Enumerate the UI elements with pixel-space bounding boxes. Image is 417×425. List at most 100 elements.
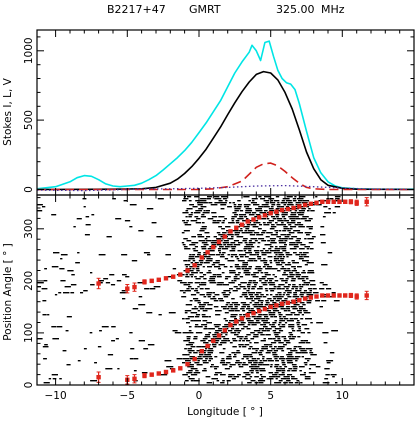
pa-density-stroke <box>334 206 341 208</box>
pa-density-stroke <box>265 346 268 348</box>
pa-point-lower <box>285 300 291 305</box>
pa-density-stroke <box>322 284 328 286</box>
pa-density-stroke <box>299 348 306 350</box>
pa-density-stroke <box>280 234 286 236</box>
pa-density-stroke <box>215 330 222 332</box>
pa-density-stroke <box>272 374 278 376</box>
pa-density-stroke <box>279 238 282 240</box>
pa-density-stroke <box>192 254 196 256</box>
pa-density-stroke <box>275 214 280 216</box>
pa-density-stroke <box>227 254 231 256</box>
pa-density-stroke <box>138 296 143 298</box>
pa-density-stroke <box>268 312 273 314</box>
pa-density-stroke <box>261 330 267 332</box>
pa-density-stroke <box>309 364 316 366</box>
pa-density-stroke <box>293 306 297 308</box>
pa-density-stroke <box>112 198 116 200</box>
pa-density-stroke <box>287 268 291 270</box>
pa-density-stroke <box>254 284 257 286</box>
pa-density-stroke <box>44 268 47 270</box>
pa-density-stroke <box>223 296 229 298</box>
pa-density-stroke <box>318 200 321 202</box>
pa-density-stroke <box>193 338 198 340</box>
pa-density-stroke <box>276 288 282 290</box>
pa-density-stroke <box>283 218 287 220</box>
pa-density-stroke <box>298 210 305 212</box>
pa-density-stroke <box>291 376 295 378</box>
pa-density-stroke <box>206 322 212 324</box>
pa-density-stroke <box>248 214 255 216</box>
pa-density-stroke <box>70 292 75 294</box>
pa-density-stroke <box>295 350 298 352</box>
pa-density-stroke <box>320 226 325 228</box>
pa-density-stroke <box>291 236 298 238</box>
pa-density-stroke <box>252 348 259 350</box>
pa-density-stroke <box>259 350 264 352</box>
pa-density-stroke <box>199 200 207 202</box>
pa-density-stroke <box>242 376 247 378</box>
pa-density-stroke <box>324 212 331 214</box>
pa-density-stroke <box>189 358 196 360</box>
pa-density-stroke <box>267 278 274 280</box>
pa-density-stroke <box>289 228 293 230</box>
pa-density-stroke <box>243 238 248 240</box>
pa-density-stroke <box>304 376 311 378</box>
pa-density-stroke <box>250 202 257 204</box>
pa-density-stroke <box>326 360 334 362</box>
pa-density-stroke <box>197 360 200 362</box>
pa-density-stroke <box>270 206 274 208</box>
pa-density-stroke <box>186 208 193 210</box>
pa-density-stroke <box>190 220 198 222</box>
pa-density-stroke <box>233 278 240 280</box>
pa-density-stroke <box>308 288 313 290</box>
pa-density-stroke <box>291 378 298 380</box>
pa-density-stroke <box>188 256 195 258</box>
pa-density-stroke <box>269 344 273 346</box>
pa-density-stroke <box>312 292 319 294</box>
pa-density-stroke <box>263 338 266 340</box>
pa-density-stroke <box>319 306 323 308</box>
pa-point-lower <box>239 316 245 321</box>
pa-density-stroke <box>302 260 309 262</box>
stokes-i-line <box>36 40 414 190</box>
pa-density-stroke <box>319 288 325 290</box>
pa-density-stroke <box>296 380 300 382</box>
pa-density-stroke <box>211 212 217 214</box>
pa-density-stroke <box>279 316 282 318</box>
pa-density-stroke <box>297 212 302 214</box>
pa-density-stroke <box>208 270 211 272</box>
pa-density-stroke <box>281 280 288 282</box>
pa-point-upper <box>268 211 273 216</box>
pa-density-stroke <box>230 324 237 326</box>
pa-point-upper <box>291 205 296 211</box>
pa-density-stroke <box>245 318 251 320</box>
pa-density-stroke <box>193 212 201 214</box>
pa-density-stroke <box>249 356 253 358</box>
pa-density-stroke <box>277 338 281 340</box>
pa-density-stroke <box>243 338 248 340</box>
pa-density-stroke <box>129 332 133 334</box>
pa-density-stroke <box>166 366 174 368</box>
pa-density-stroke <box>216 284 223 286</box>
pa-density-stroke <box>197 236 205 238</box>
pa-density-stroke <box>245 244 253 246</box>
pa-density-stroke <box>243 196 250 198</box>
pa-density-stroke <box>244 230 248 232</box>
pa-density-stroke <box>218 268 221 270</box>
pa-density-stroke <box>254 268 258 270</box>
pa-density-stroke <box>115 218 122 220</box>
pa-point-lower <box>222 328 227 333</box>
pa-density-stroke <box>230 254 238 256</box>
pa-density-stroke <box>220 342 227 344</box>
pa-density-stroke <box>263 200 270 202</box>
pa-density-stroke <box>250 380 256 382</box>
pa-density-stroke <box>306 262 314 264</box>
pa-density-stroke <box>260 272 264 274</box>
pa-density-stroke <box>251 198 258 200</box>
pa-density-stroke <box>122 298 126 300</box>
pa-density-stroke <box>229 342 233 344</box>
pa-density-stroke <box>266 232 273 234</box>
pa-density-stroke <box>281 296 284 298</box>
pa-density-stroke <box>239 338 243 340</box>
pa-density-stroke <box>307 332 311 334</box>
